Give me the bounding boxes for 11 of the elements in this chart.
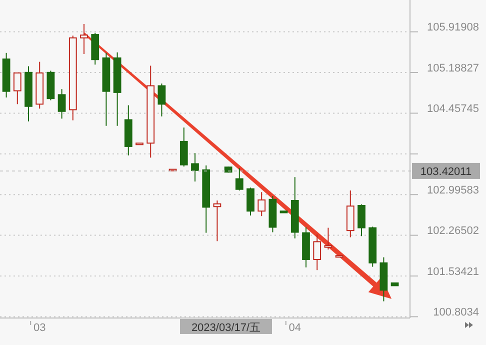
ref-line-label: 103.42011 (420, 166, 472, 178)
y-tick-label: 102.99583 (427, 184, 479, 196)
y-tick-label: 105.18827 (427, 62, 479, 74)
y-tick-label: 105.91908 (427, 22, 479, 34)
y-tick-label: 100.8034 (433, 306, 479, 319)
y-tick-label: 102.26502 (427, 225, 479, 238)
x-tick-label: 04 (288, 322, 302, 334)
y-tick-label: 104.45745 (427, 103, 479, 116)
text: 2023/03/17/五 (191, 322, 261, 334)
y-tick-label: 101.53421 (427, 266, 479, 278)
x-tick-label: 03 (33, 322, 46, 334)
